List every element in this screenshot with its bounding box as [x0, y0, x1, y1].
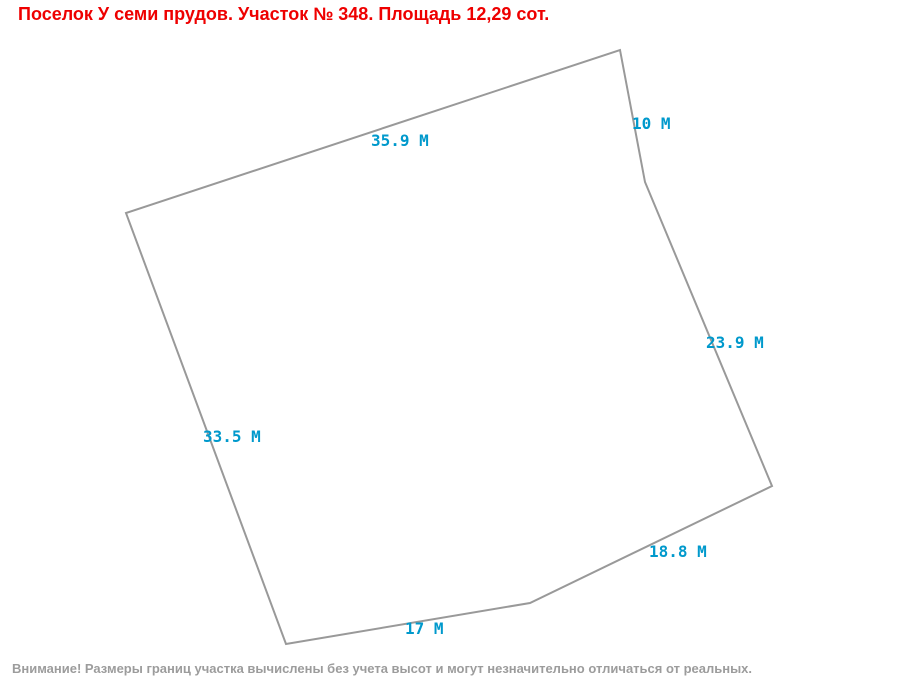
edge-length-label: 17 М — [405, 619, 444, 638]
edge-length-label: 18.8 М — [649, 542, 707, 561]
parcel-boundary — [124, 48, 774, 646]
edge-length-label: 35.9 М — [371, 131, 429, 150]
edge-length-label: 10 М — [632, 114, 671, 133]
page-title: Поселок У семи прудов. Участок № 348. Пл… — [18, 4, 550, 24]
edge-length-label: 23.9 М — [706, 333, 764, 352]
edge-length-label: 33.5 М — [203, 427, 261, 446]
disclaimer-text: Внимание! Размеры границ участка вычисле… — [12, 661, 753, 676]
